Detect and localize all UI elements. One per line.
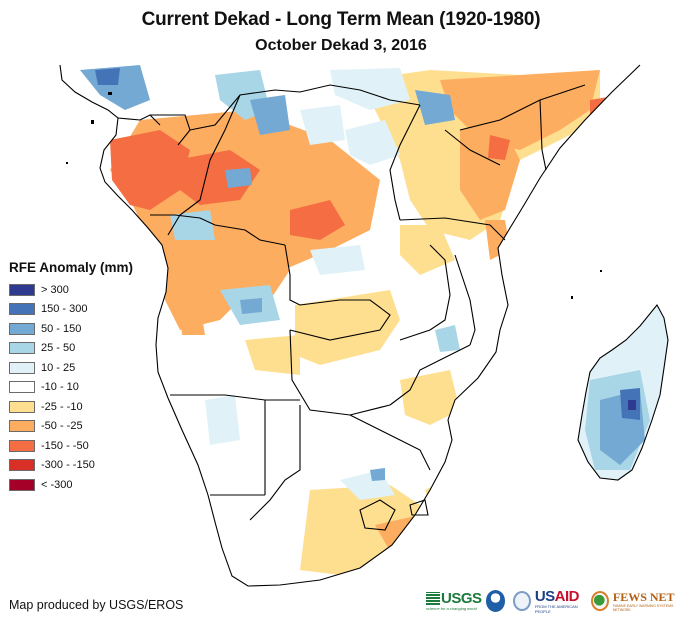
legend-title: RFE Anomaly (mm) — [9, 260, 134, 275]
map-credit: Map produced by USGS/EROS — [9, 598, 184, 612]
legend-label: > 300 — [41, 283, 69, 296]
map-title: Current Dekad - Long Term Mean (1920-198… — [141, 9, 541, 30]
legend-label: -10 - 10 — [41, 381, 79, 394]
islands — [66, 92, 602, 299]
legend-label: 150 - 300 — [41, 303, 88, 316]
legend-item: -300 - -150 — [9, 456, 133, 476]
legend-swatch — [9, 322, 35, 335]
legend-swatch — [9, 478, 35, 491]
usaid-logo: USAID FROM THE AMERICAN PEOPLE — [534, 587, 580, 614]
usgs-logo: USGS science for a changing world — [426, 590, 482, 611]
legend-item: 150 - 300 — [9, 300, 133, 320]
legend-swatch — [9, 420, 35, 433]
usaid-seal-icon — [512, 591, 531, 611]
legend-swatch — [9, 303, 35, 316]
legend-swatch — [9, 439, 35, 452]
legend-item: 10 - 25 — [9, 358, 133, 378]
fews-globe-icon — [590, 591, 609, 611]
legend-swatch — [9, 283, 35, 296]
legend-item: 50 - 150 — [9, 319, 133, 339]
legend-item: -50 - -25 — [9, 417, 133, 437]
noaa-logo-icon — [485, 590, 505, 612]
legend-swatch — [9, 459, 35, 472]
legend-item: 25 - 50 — [9, 339, 133, 359]
legend-item: > 300 — [9, 280, 133, 300]
legend-label: < -300 — [41, 478, 73, 491]
legend-item: -25 - -10 — [9, 397, 133, 417]
country-borders — [59, 64, 641, 587]
map-subtitle: October Dekad 3, 2016 — [255, 37, 427, 54]
legend-label: -50 - -25 — [41, 420, 83, 433]
legend-label: 25 - 50 — [41, 342, 76, 355]
legend-swatch — [9, 400, 35, 413]
legend-label: -25 - -10 — [41, 400, 83, 413]
madagascar-anomaly-field — [578, 305, 668, 480]
legend-swatch — [9, 381, 35, 394]
legend: RFE Anomaly (mm) > 300 150 - 300 50 - 150 2… — [9, 260, 133, 495]
partner-logos: USGS science for a changing world USAID … — [426, 587, 682, 615]
legend-swatch — [9, 361, 35, 374]
legend-label: -300 - -150 — [41, 459, 95, 472]
madagascar-outline — [577, 304, 669, 481]
legend-label: -150 - -50 — [41, 439, 89, 452]
legend-label: 10 - 25 — [41, 361, 76, 374]
usgs-wave-icon — [426, 592, 440, 605]
legend-label: 50 - 150 — [41, 322, 82, 335]
legend-item: < -300 — [9, 475, 133, 495]
legend-item: -150 - -50 — [9, 436, 133, 456]
legend-item: -10 - 10 — [9, 378, 133, 398]
fewsnet-logo: FEWS NET FAMINE EARLY WARNING SYSTEMS NE… — [612, 589, 675, 612]
legend-swatch — [9, 342, 35, 355]
